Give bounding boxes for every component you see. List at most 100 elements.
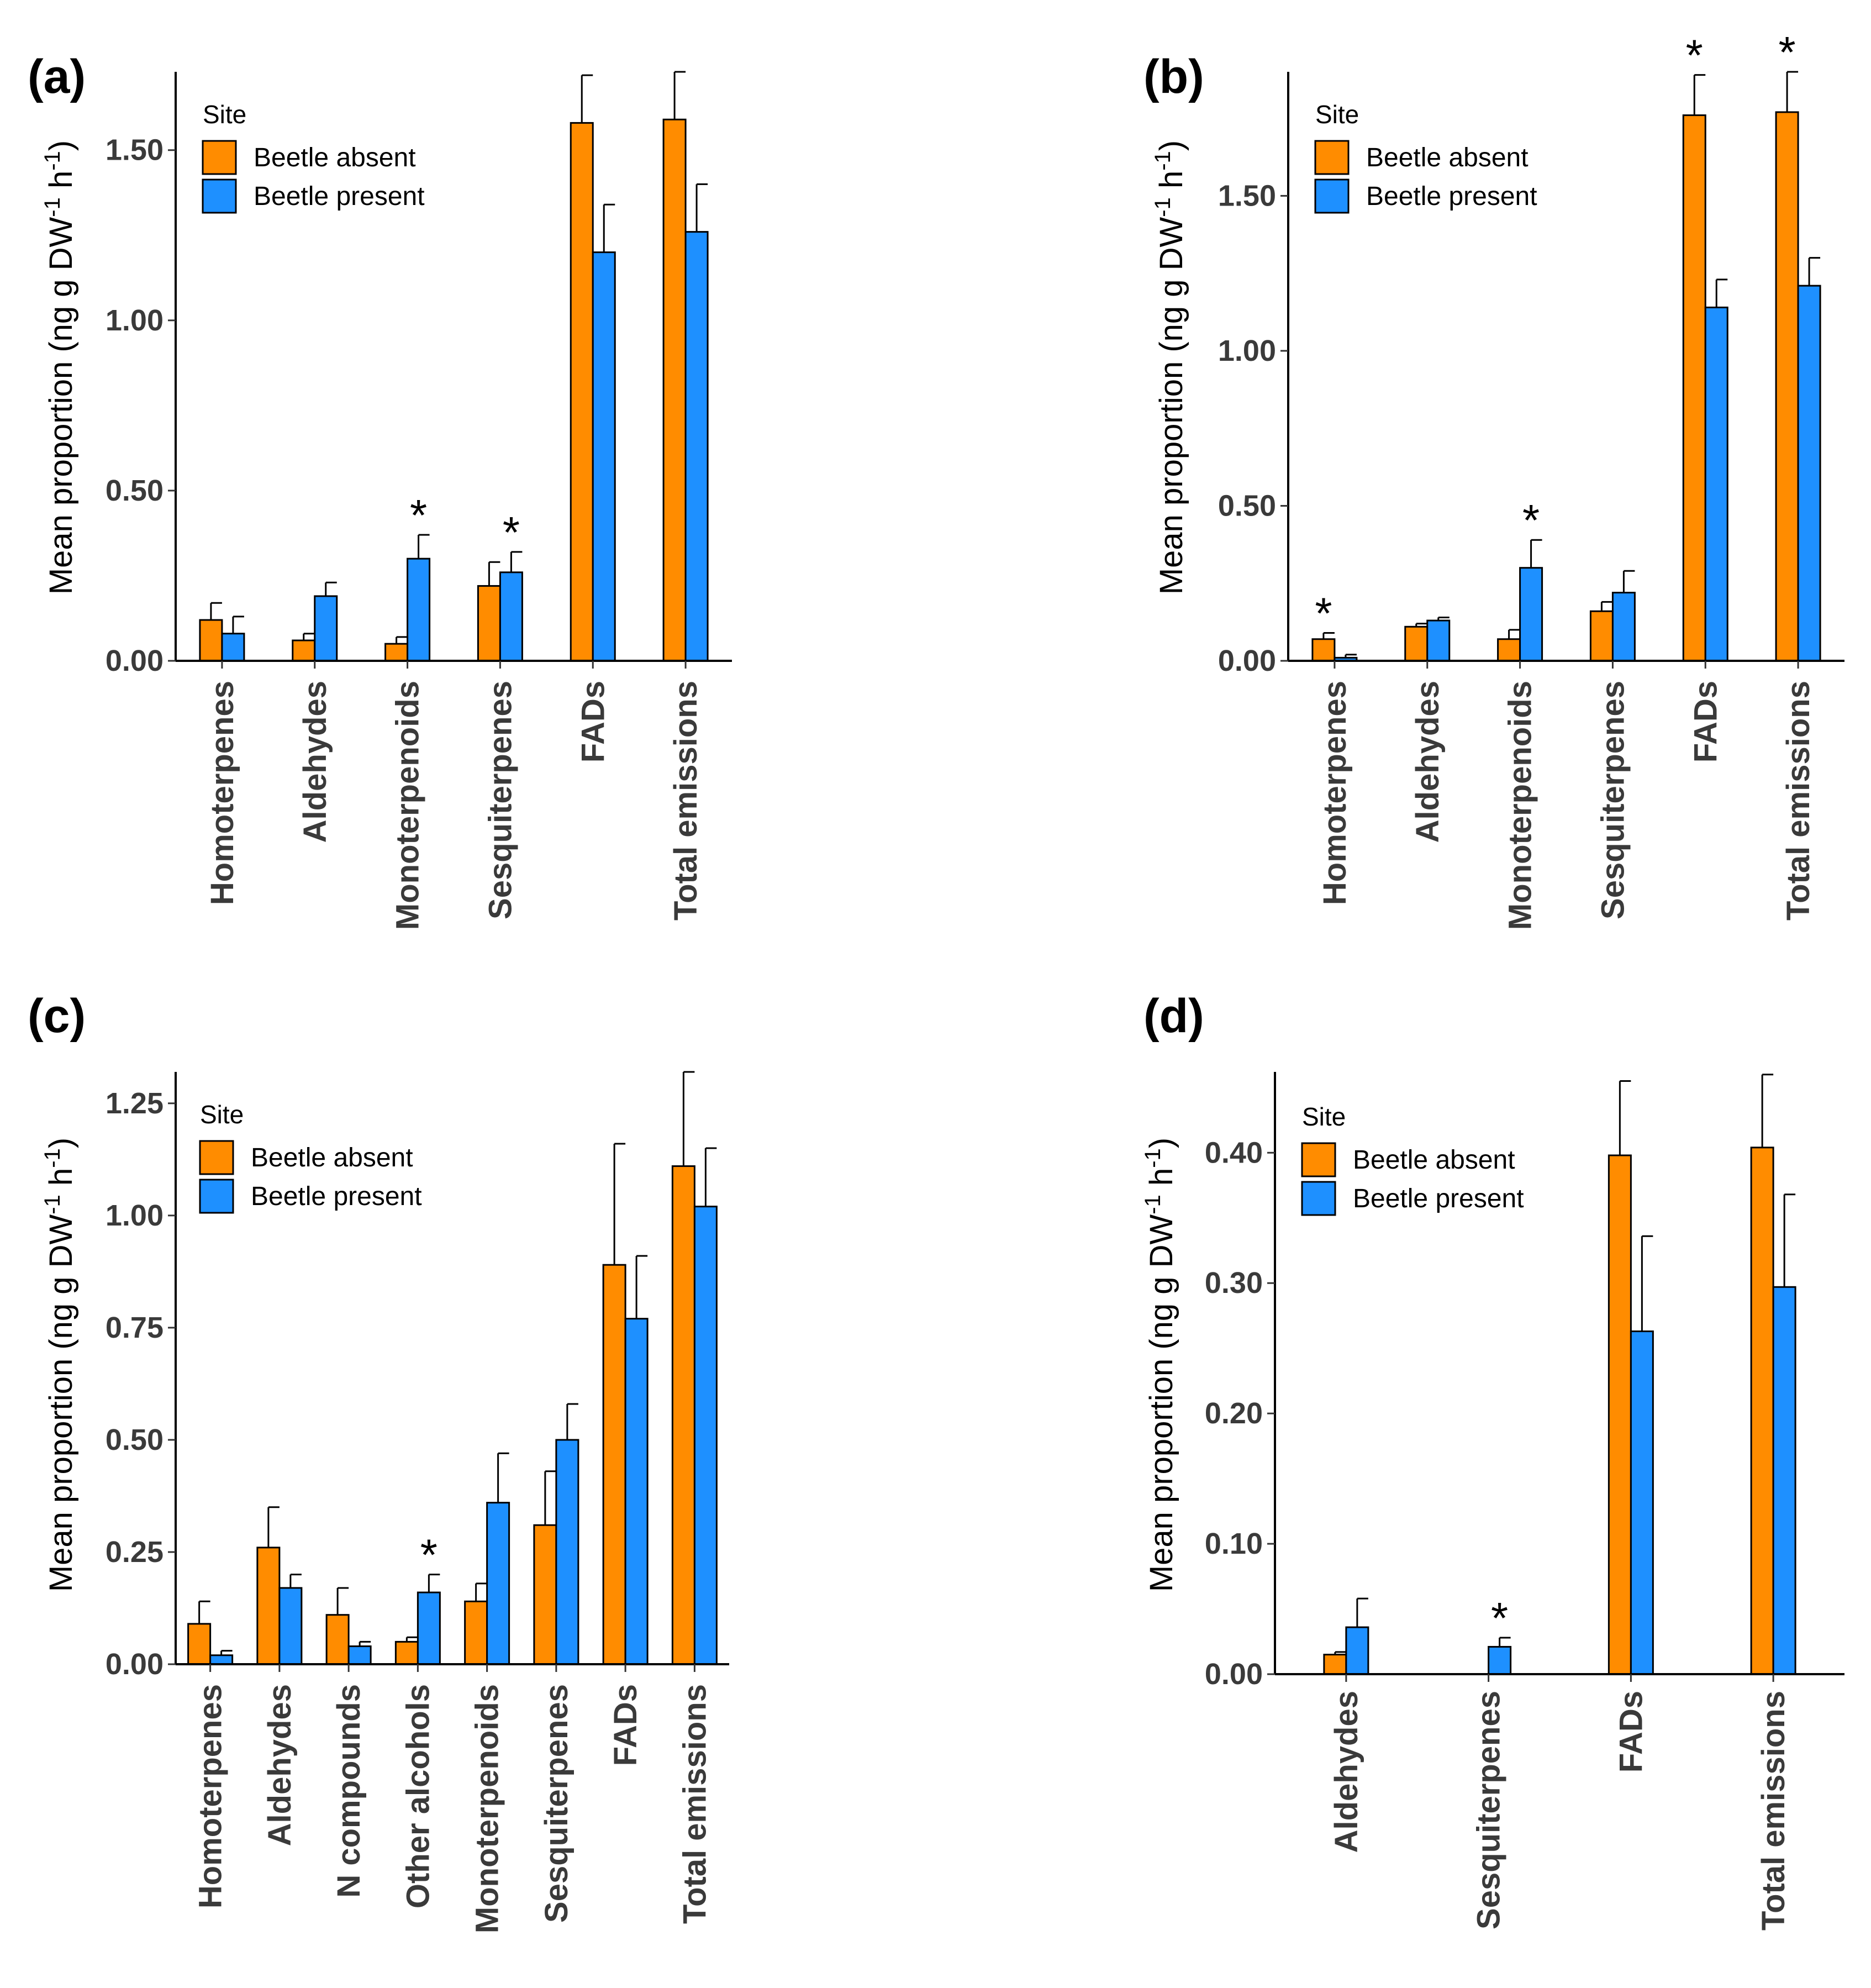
error-bar-b-1-2 bbox=[1530, 539, 1542, 568]
legend-swatch-absent bbox=[1301, 1142, 1336, 1177]
y-axis-title: Mean proportion (ng g DW-1 h-1) bbox=[40, 1138, 79, 1592]
panel-label: (c) bbox=[28, 990, 86, 1043]
error-bar-d-0-3 bbox=[1761, 1074, 1774, 1148]
bar-absent-a-5 bbox=[662, 118, 687, 662]
error-bar-d-0-2 bbox=[1619, 1080, 1631, 1155]
error-bar-d-1-3 bbox=[1783, 1193, 1796, 1287]
bar-present-c-3 bbox=[417, 1591, 441, 1665]
error-bar-c-1-5 bbox=[566, 1403, 578, 1440]
error-bar-c-1-3 bbox=[428, 1574, 440, 1593]
bar-absent-a-2 bbox=[384, 643, 409, 662]
y-tick-label: 1.25 bbox=[106, 1087, 164, 1120]
error-bar-a-0-4 bbox=[581, 74, 593, 123]
bar-present-c-7 bbox=[693, 1206, 718, 1665]
bar-absent-c-6 bbox=[602, 1264, 626, 1665]
legend-title: Site bbox=[1302, 1102, 1346, 1131]
error-bar-c-0-2 bbox=[336, 1587, 349, 1615]
y-tick-label: 0.50 bbox=[1218, 489, 1276, 522]
legend-label-absent: Beetle absent bbox=[251, 1143, 413, 1172]
bar-present-c-4 bbox=[486, 1502, 510, 1665]
bar-absent-c-0 bbox=[187, 1623, 212, 1665]
error-bar-b-0-5 bbox=[1786, 71, 1799, 112]
y-axis-title: Mean proportion (ng g DW-1 h-1) bbox=[40, 140, 79, 595]
legend-swatch-present bbox=[1301, 1181, 1336, 1216]
category-label: Homoterpenes bbox=[204, 681, 240, 905]
bar-absent-b-4 bbox=[1682, 114, 1706, 662]
bar-absent-d-3 bbox=[1750, 1146, 1774, 1675]
legend-label-absent: Beetle absent bbox=[254, 143, 416, 172]
error-bar-c-0-6 bbox=[613, 1143, 626, 1265]
error-bar-b-0-0 bbox=[1322, 632, 1335, 639]
bar-present-b-2 bbox=[1519, 567, 1543, 662]
significance-star: * bbox=[420, 1531, 438, 1580]
y-axis-title: Mean proportion (ng g DW-1 h-1) bbox=[1141, 1138, 1179, 1592]
bar-present-c-6 bbox=[624, 1318, 649, 1665]
panel-b: (b) * * * * 0.00 0.50 1.00 1.50 Homoterpenes Aldeh… bbox=[1143, 28, 1844, 930]
bar-absent-c-4 bbox=[464, 1600, 488, 1665]
y-tick-label: 0.50 bbox=[106, 1423, 164, 1456]
legend-label-present: Beetle present bbox=[251, 1182, 422, 1211]
error-bar-c-0-5 bbox=[544, 1470, 556, 1526]
y-tick-label: 0.00 bbox=[106, 644, 164, 677]
error-bar-a-1-2 bbox=[418, 534, 430, 559]
error-bar-a-0-2 bbox=[396, 636, 408, 644]
bar-present-a-4 bbox=[592, 251, 616, 662]
error-bar-b-1-0 bbox=[1345, 654, 1357, 658]
panel-d: (d) * 0.00 0.10 0.20 0.30 0.40 Aldehydes Sesquit… bbox=[1141, 990, 1844, 1931]
bar-absent-c-5 bbox=[533, 1524, 557, 1665]
category-label: Total emissions bbox=[677, 1684, 713, 1924]
significance-star: * bbox=[1315, 589, 1332, 638]
category-label: Total emissions bbox=[1756, 1691, 1791, 1931]
bar-present-a-5 bbox=[684, 231, 709, 662]
error-bar-c-1-4 bbox=[497, 1452, 509, 1503]
significance-star: * bbox=[1686, 31, 1703, 80]
error-bar-b-0-2 bbox=[1508, 629, 1520, 639]
panel-label: (b) bbox=[1143, 50, 1204, 103]
panel-label: (d) bbox=[1143, 990, 1204, 1043]
category-label: Monoterpenoids bbox=[390, 681, 426, 930]
error-bar-c-0-1 bbox=[267, 1506, 280, 1548]
category-label: Total emissions bbox=[1780, 681, 1816, 921]
category-label: FADs bbox=[575, 681, 611, 762]
legend-swatch-present bbox=[1314, 178, 1350, 214]
bar-present-c-1 bbox=[278, 1587, 303, 1665]
legend-label-absent: Beetle absent bbox=[1353, 1145, 1515, 1175]
error-bar-d-0-0 bbox=[1334, 1651, 1346, 1655]
error-bar-c-0-4 bbox=[475, 1582, 487, 1602]
category-label: FADs bbox=[608, 1684, 644, 1766]
legend-swatch-present bbox=[199, 1179, 234, 1214]
y-tick-label: 0.00 bbox=[1205, 1658, 1263, 1691]
significance-star: * bbox=[410, 491, 427, 540]
bar-absent-c-7 bbox=[671, 1165, 695, 1665]
legend-swatch-absent bbox=[199, 1140, 234, 1175]
bar-present-c-0 bbox=[209, 1654, 234, 1665]
legend-label-absent: Beetle absent bbox=[1366, 143, 1529, 172]
error-bar-a-0-1 bbox=[303, 633, 315, 641]
error-bar-a-0-0 bbox=[210, 602, 222, 620]
category-label: Sesquiterpenes bbox=[1595, 681, 1631, 919]
bar-present-b-3 bbox=[1611, 592, 1636, 662]
category-label: Aldehydes bbox=[1329, 1691, 1364, 1853]
error-bar-b-0-3 bbox=[1600, 601, 1613, 612]
error-bar-c-1-7 bbox=[704, 1147, 717, 1207]
category-label: Sesquiterpenes bbox=[1471, 1691, 1507, 1929]
bar-present-b-5 bbox=[1797, 285, 1821, 662]
error-bar-a-1-4 bbox=[603, 203, 615, 253]
bar-present-d-3 bbox=[1772, 1286, 1796, 1675]
y-tick-label: 1.50 bbox=[1218, 179, 1276, 212]
error-bar-b-1-4 bbox=[1715, 278, 1728, 308]
legend-label-present: Beetle present bbox=[1366, 182, 1537, 211]
panel-c: (c) * 0.00 0.25 0.50 0.75 1.00 1.25 Homoterpenes… bbox=[28, 990, 729, 1933]
error-bar-d-1-0 bbox=[1356, 1597, 1368, 1628]
bar-absent-b-3 bbox=[1589, 610, 1614, 662]
bar-absent-b-5 bbox=[1775, 111, 1799, 662]
y-tick-label: 0.40 bbox=[1205, 1136, 1263, 1169]
legend-title: Site bbox=[200, 1100, 244, 1129]
bar-absent-b-2 bbox=[1497, 638, 1521, 662]
bar-absent-d-2 bbox=[1608, 1154, 1632, 1675]
bar-absent-a-4 bbox=[570, 122, 594, 662]
